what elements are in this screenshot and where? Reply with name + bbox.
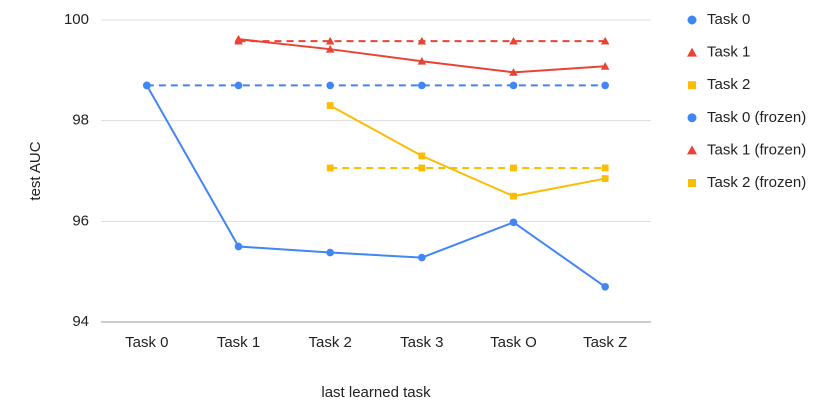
point	[417, 57, 427, 65]
point	[601, 175, 609, 182]
y-axis-label: test AUC	[27, 141, 44, 200]
legend-label: Task 1 (frozen)	[707, 141, 806, 158]
x-tick-label: Task 2	[308, 334, 351, 351]
y-tick-label: 96	[72, 212, 89, 229]
point	[326, 248, 334, 257]
legend-marker	[687, 47, 697, 57]
point	[326, 102, 334, 109]
point	[234, 81, 243, 90]
point	[418, 152, 426, 160]
point	[601, 164, 609, 172]
point	[418, 164, 426, 172]
y-tick-label: 94	[72, 313, 89, 330]
point	[509, 68, 518, 76]
legend-label: Task 0	[707, 11, 750, 28]
point	[509, 81, 518, 90]
x-tick-label: Task 1	[217, 334, 260, 351]
y-tick-label: 100	[64, 11, 89, 28]
point	[509, 218, 518, 227]
point	[325, 36, 335, 45]
legend-label: Task 2	[707, 76, 750, 93]
point	[417, 36, 427, 45]
legend-marker	[687, 145, 697, 155]
legend-marker	[688, 81, 696, 90]
series-line	[145, 84, 606, 288]
legend-label: Task 2 (frozen)	[707, 174, 806, 191]
point	[600, 36, 610, 45]
x-tick-label: Task Z	[583, 334, 627, 351]
point	[234, 242, 243, 251]
x-tick-label: Task 3	[400, 334, 443, 351]
legend-marker	[687, 15, 697, 25]
legend-marker	[688, 179, 696, 187]
legend-label: Task 1	[707, 44, 750, 61]
point	[600, 62, 610, 70]
point	[326, 81, 334, 90]
point	[234, 36, 243, 45]
x-axis-label: last learned task	[321, 384, 431, 401]
x-tick-label: Task O	[490, 334, 537, 351]
point	[143, 81, 151, 90]
x-tick-label: Task 0	[125, 334, 168, 351]
point	[418, 253, 426, 262]
legend-label: Task 0 (frozen)	[707, 109, 806, 126]
point	[509, 36, 518, 45]
point	[510, 164, 517, 172]
series-line	[329, 104, 606, 198]
legend-marker	[687, 113, 697, 123]
point	[510, 192, 517, 200]
point	[418, 81, 426, 90]
point	[601, 282, 609, 291]
point	[326, 164, 334, 172]
point	[325, 44, 335, 53]
point	[601, 81, 609, 90]
y-tick-label: 98	[72, 112, 89, 129]
